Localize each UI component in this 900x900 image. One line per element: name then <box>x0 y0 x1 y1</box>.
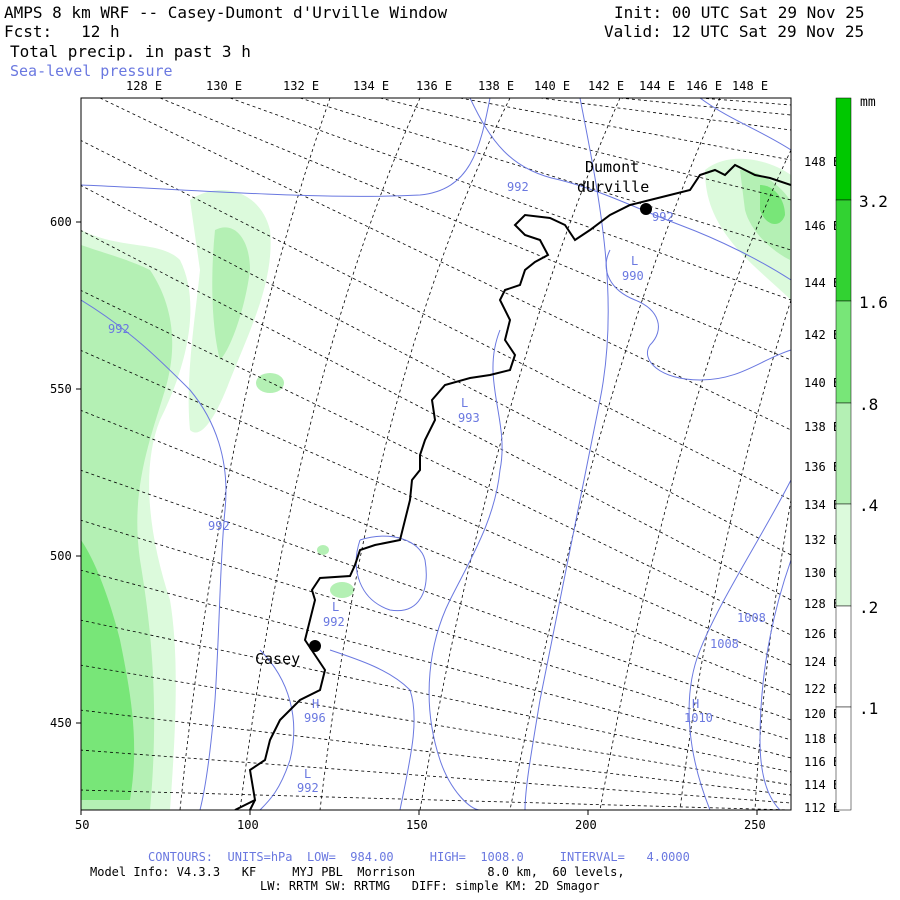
pressure-label: 992 <box>208 519 230 533</box>
colorbar-label: 1.6 <box>859 293 888 312</box>
top-lon-label: 140 E <box>534 79 570 93</box>
physics-info: LW: RRTM SW: RRTMG DIFF: simple KM: 2D S… <box>260 879 600 893</box>
right-lon-label: 126 E <box>804 627 840 641</box>
pressure-label: 1008 <box>737 611 766 625</box>
right-lon-label: 120 E <box>804 707 840 721</box>
low-marker: L <box>461 396 468 410</box>
pressure-label: 992 <box>652 210 674 224</box>
pressure-label: 992 <box>297 781 319 795</box>
colorbar-unit: mm <box>860 95 876 110</box>
colorbar-segment-0-2 <box>835 503 852 607</box>
pressure-label: 992 <box>108 322 130 336</box>
field-name: Total precip. in past 3 h <box>10 42 251 61</box>
plot-frame <box>80 97 792 811</box>
right-lon-label: 128 E <box>804 597 840 611</box>
x-tick-label: 250 <box>744 818 766 832</box>
right-lon-label: 122 E <box>804 682 840 696</box>
colorbar-label: .4 <box>859 496 878 515</box>
coastline <box>234 163 791 810</box>
right-lon-label: 146 E <box>804 219 840 233</box>
right-lon-label: 140 E <box>804 376 840 390</box>
station-dumont-label-line2: dUrville <box>577 178 649 196</box>
top-lon-label: 134 E <box>353 79 389 93</box>
pressure-label: 990 <box>622 269 644 283</box>
right-lon-label: 118 E <box>804 732 840 746</box>
high-marker: H <box>312 697 319 711</box>
station-dumont-label-line1: Dumont <box>585 158 639 176</box>
x-tick-label: 150 <box>406 818 428 832</box>
right-lon-label: 116 E <box>804 755 840 769</box>
init-time: Init: 00 UTC Sat 29 Nov 25 <box>614 3 865 22</box>
pressure-label: 1010 <box>684 711 713 725</box>
right-lon-label: 134 E <box>804 498 840 512</box>
contour-info: CONTOURS: UNITS=hPa LOW= 984.00 HIGH= 10… <box>148 850 690 864</box>
right-lon-label: 112 E <box>804 801 840 815</box>
right-lon-label: 148 E <box>804 155 840 169</box>
pressure-label: 993 <box>458 411 480 425</box>
right-lon-label: 114 E <box>804 778 840 792</box>
top-lon-label: 148 E <box>732 79 768 93</box>
right-lon-label: 124 E <box>804 655 840 669</box>
x-tick-label: 200 <box>575 818 597 832</box>
top-axis-labels: 128 E 130 E 132 E 134 E 136 E 138 E 140 … <box>126 79 768 93</box>
right-lon-label: 144 E <box>804 276 840 290</box>
x-tick-label: 50 <box>75 818 89 832</box>
station-group: Dumont dUrville Casey <box>255 158 652 668</box>
pressure-contours <box>81 98 791 810</box>
station-casey-label: Casey <box>255 650 300 668</box>
right-lon-label: 142 E <box>804 328 840 342</box>
top-lon-label: 130 E <box>206 79 242 93</box>
graticule <box>81 98 791 810</box>
right-lon-label: 132 E <box>804 533 840 547</box>
overlay-name: Sea-level pressure <box>10 62 173 80</box>
valid-time: Valid: 12 UTC Sat 29 Nov 25 <box>604 22 865 41</box>
pressure-label: 996 <box>304 711 326 725</box>
x-tick-label: 100 <box>237 818 259 832</box>
high-marker: H <box>692 697 699 711</box>
model-info: Model Info: V4.3.3 KF MYJ PBL Morrison 8… <box>90 865 625 879</box>
colorbar-label: .2 <box>859 598 878 617</box>
top-lon-label: 144 E <box>639 79 675 93</box>
station-dumont-marker[interactable] <box>640 203 652 215</box>
low-marker: L <box>304 767 311 781</box>
y-tick-label: 600 <box>50 215 72 229</box>
colorbar-segment-0-4 <box>835 402 852 505</box>
pressure-label-group: 992 992 992 990 993 992 996 992 1008 100… <box>108 180 766 795</box>
top-lon-label: 142 E <box>588 79 624 93</box>
right-lon-label: 136 E <box>804 460 840 474</box>
top-lon-label: 138 E <box>478 79 514 93</box>
station-casey-marker[interactable] <box>309 640 321 652</box>
right-lon-label: 130 E <box>804 566 840 580</box>
map-title: AMPS 8 km WRF -- Casey-Dumont d'Urville … <box>4 3 448 22</box>
top-lon-label: 128 E <box>126 79 162 93</box>
y-tick-label: 500 <box>50 549 72 563</box>
pressure-label: 992 <box>323 615 345 629</box>
colorbar-label: .8 <box>859 395 878 414</box>
forecast-hour: Fcst: 12 h <box>4 22 120 41</box>
colorbar-segment-3-2 <box>835 97 852 201</box>
y-tick-label: 450 <box>50 716 72 730</box>
colorbar-segment-0-1 <box>835 605 852 708</box>
top-lon-label: 136 E <box>416 79 452 93</box>
pressure-label: 992 <box>507 180 529 194</box>
pressure-label: 1008 <box>710 637 739 651</box>
right-axis-labels: 148 E 146 E 144 E 142 E 140 E 138 E 136 … <box>804 155 840 815</box>
x-axis: 50 100 150 200 250 <box>75 810 766 832</box>
colorbar-segment-below <box>835 706 852 811</box>
colorbar-label: 3.2 <box>859 192 888 211</box>
top-lon-label: 132 E <box>283 79 319 93</box>
y-axis: 600 550 500 450 <box>50 215 81 730</box>
y-tick-label: 550 <box>50 382 72 396</box>
colorbar-segment-0-8 <box>835 300 852 404</box>
right-lon-label: 138 E <box>804 420 840 434</box>
colorbar-segment-1-6 <box>835 199 852 302</box>
low-marker: L <box>332 600 339 614</box>
colorbar-label: .1 <box>859 699 878 718</box>
low-marker: L <box>631 254 638 268</box>
top-lon-label: 146 E <box>686 79 722 93</box>
colorbar: mm 3.2 1.6 .8 .4 .2 .1 <box>835 95 888 811</box>
